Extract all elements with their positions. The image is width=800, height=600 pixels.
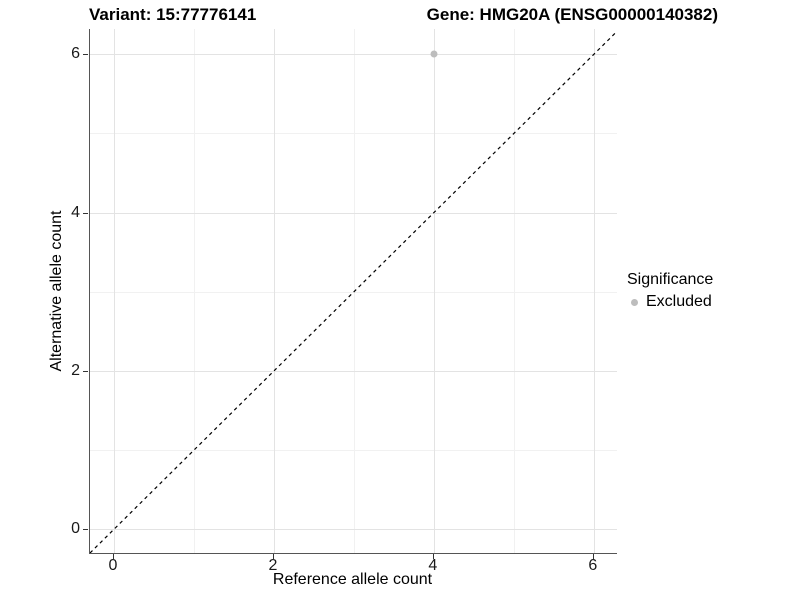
plot-panel bbox=[89, 29, 617, 554]
y-tick-label: 4 bbox=[71, 203, 80, 221]
x-tick-label: 2 bbox=[268, 557, 278, 574]
legend-point-icon bbox=[631, 298, 638, 306]
x-major-gridline bbox=[113, 29, 115, 553]
x-tick-mark bbox=[432, 554, 434, 559]
x-minor-gridline bbox=[193, 29, 195, 553]
x-minor-gridline bbox=[513, 29, 515, 553]
x-major-gridline bbox=[433, 29, 435, 553]
title-gene: Gene: HMG20A (ENSG00000140382) bbox=[426, 5, 718, 24]
y-tick-mark bbox=[83, 212, 88, 214]
legend-item-excluded: Excluded bbox=[627, 293, 713, 311]
x-axis-label: Reference allele count bbox=[272, 571, 433, 588]
y-tick-mark bbox=[83, 529, 88, 531]
y-axis-label: Alternative allele count bbox=[48, 210, 65, 372]
x-major-gridline bbox=[593, 29, 595, 553]
data-point-excluded bbox=[430, 50, 438, 58]
y-major-gridline bbox=[90, 212, 617, 214]
plot-title: Variant: 15:77776141 Gene: HMG20A (ENSG0… bbox=[89, 5, 718, 25]
y-minor-gridline bbox=[90, 133, 617, 135]
legend-title: Significance bbox=[627, 271, 714, 288]
y-tick-label: 2 bbox=[71, 361, 80, 379]
x-tick-mark bbox=[592, 554, 594, 559]
y-major-gridline bbox=[90, 370, 617, 372]
y-minor-gridline bbox=[90, 291, 617, 293]
identity-dashed-line bbox=[90, 30, 617, 553]
y-minor-gridline bbox=[90, 450, 617, 452]
x-tick-mark bbox=[112, 554, 114, 559]
y-tick-mark bbox=[83, 54, 88, 56]
title-variant: Variant: 15:77776141 bbox=[89, 5, 257, 24]
y-tick-mark bbox=[83, 370, 88, 372]
y-tick-label: 0 bbox=[71, 520, 80, 538]
y-tick-label: 6 bbox=[71, 45, 80, 63]
y-major-gridline bbox=[90, 529, 617, 531]
x-tick-mark bbox=[272, 554, 274, 559]
identity-line-layer bbox=[90, 30, 617, 553]
x-major-gridline bbox=[273, 29, 275, 553]
x-tick-label: 4 bbox=[428, 557, 438, 574]
y-major-gridline bbox=[90, 54, 617, 56]
legend: Significance Excluded bbox=[627, 271, 713, 311]
x-tick-label: 6 bbox=[588, 557, 598, 574]
legend-item-label: Excluded bbox=[646, 293, 712, 310]
x-tick-label: 0 bbox=[108, 557, 118, 574]
